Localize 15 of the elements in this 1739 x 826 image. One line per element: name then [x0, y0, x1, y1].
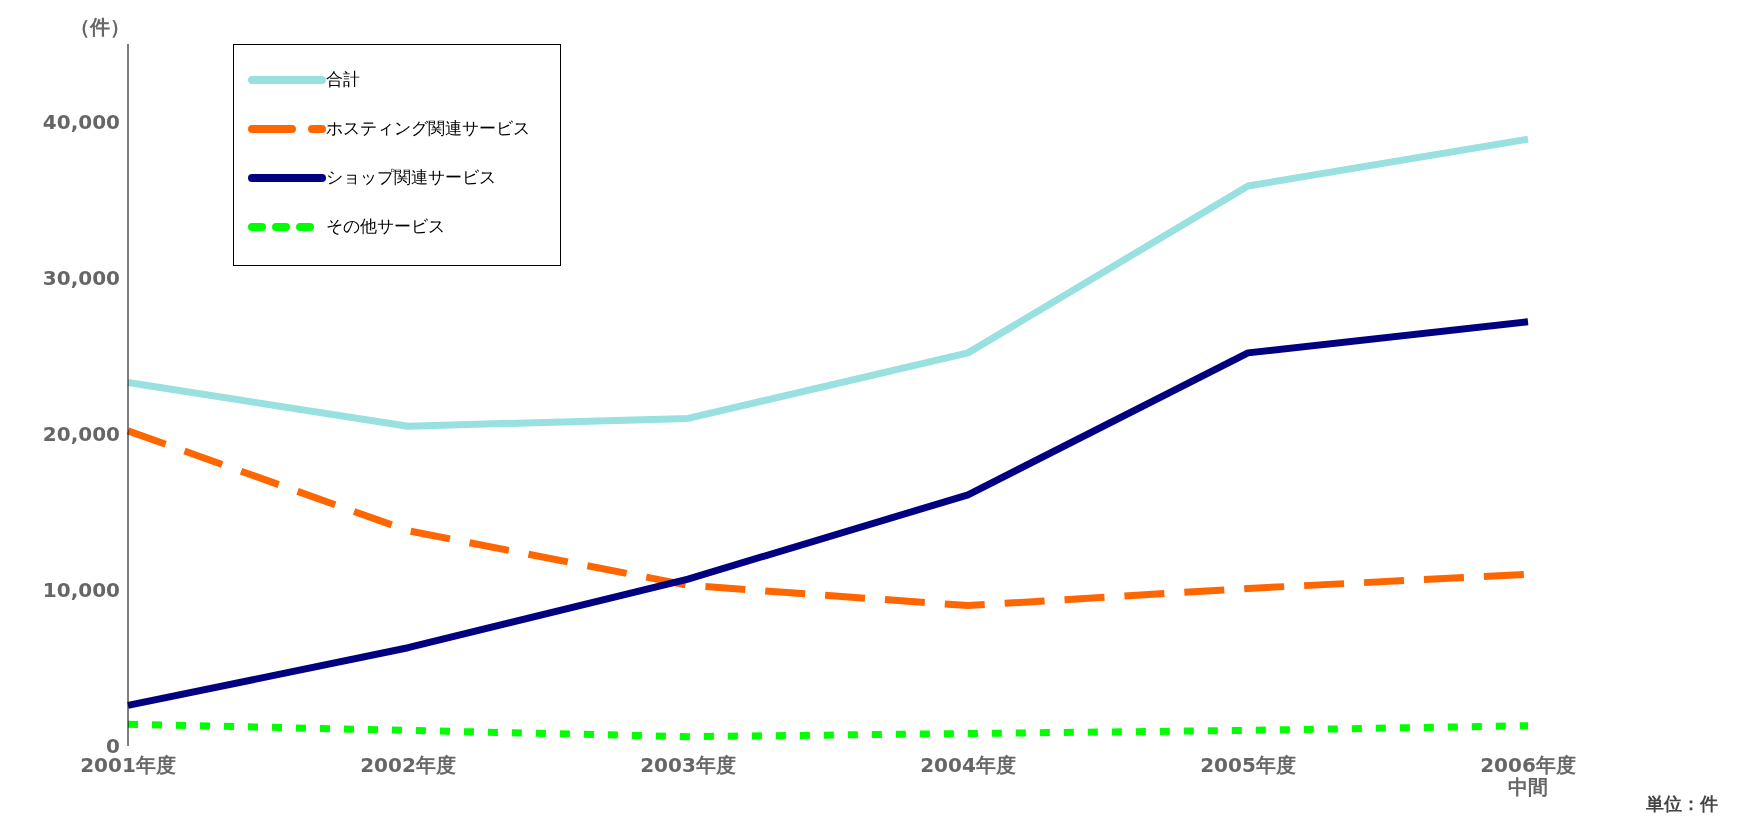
x-tick-label: 2004年度: [920, 753, 1016, 777]
y-tick-label: 40,000: [42, 110, 120, 135]
y-axis-title: （件）: [70, 14, 130, 41]
y-tick-label: 10,000: [42, 578, 120, 603]
x-tick-label: 2005年度: [1200, 753, 1296, 777]
y-tick-label: 30,000: [42, 266, 120, 291]
x-tick-label: 2002年度: [360, 753, 456, 777]
legend-label: ショップ関連サービス: [326, 166, 496, 189]
x-tick-label: 2003年度: [640, 753, 736, 777]
legend-label: 合計: [326, 68, 360, 91]
legend-label: その他サービス: [326, 215, 445, 238]
x-tick-label: 2006年度中間: [1480, 753, 1576, 799]
text: 単位：件: [1646, 792, 1718, 816]
legend-label: ホスティング関連サービス: [326, 117, 530, 140]
y-tick-label: 20,000: [42, 422, 120, 447]
